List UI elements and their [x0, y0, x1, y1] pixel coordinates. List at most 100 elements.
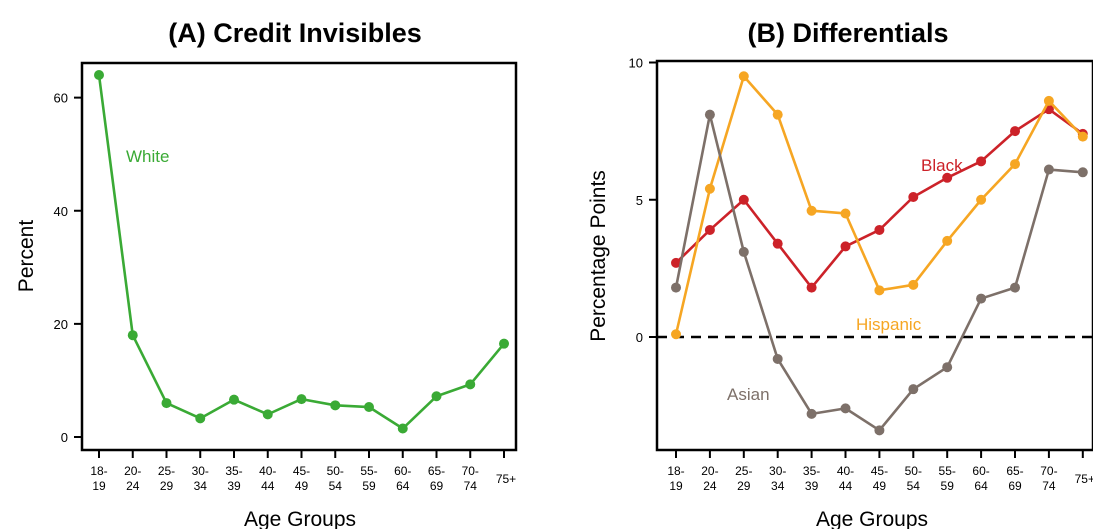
data-point-white — [262, 409, 273, 420]
data-point-white — [127, 330, 138, 341]
data-point-black — [806, 282, 817, 293]
panel-b: (B) Differentials Age Groups Percentage … — [587, 18, 1093, 529]
data-point-hispanic — [1043, 95, 1054, 106]
data-point-hispanic — [738, 71, 749, 82]
x-tick-label: 30-34 — [769, 464, 786, 493]
x-tick-label: 18-19 — [90, 464, 107, 493]
x-tick-label: 60-64 — [972, 464, 989, 493]
data-point-white — [397, 423, 408, 434]
panel-b-title: (B) Differentials — [747, 18, 948, 48]
panel-b-y-axis: 0 5 10 — [629, 56, 657, 345]
y-tick-label: 0 — [636, 330, 643, 345]
x-tick-label: 25-29 — [735, 464, 752, 493]
data-point-asian — [1043, 164, 1054, 175]
x-tick-label: 50-54 — [905, 464, 922, 493]
x-tick-label: 45-49 — [871, 464, 888, 493]
data-point-white — [499, 338, 509, 349]
data-point-white — [195, 413, 206, 424]
y-tick-label: 20 — [54, 317, 68, 332]
x-tick-label: 50-54 — [327, 464, 344, 493]
x-tick-label: 70-74 — [462, 464, 479, 493]
data-point-black — [840, 241, 851, 252]
data-point-hispanic — [1010, 159, 1020, 170]
data-point-hispanic — [840, 208, 851, 219]
data-point-white — [330, 400, 341, 411]
panel-a-y-axis: 0 20 40 60 — [54, 91, 82, 445]
data-point-asian — [1077, 167, 1088, 178]
data-point-black — [738, 194, 749, 205]
x-tick-label: 65-69 — [1006, 464, 1023, 493]
data-point-black — [942, 172, 953, 183]
x-tick-label: 40-44 — [259, 464, 276, 493]
panel-a-frame — [80, 61, 518, 452]
data-point-white — [94, 70, 104, 80]
panel-a-xlabel: Age Groups — [244, 508, 356, 529]
x-tick-label: 65-69 — [428, 464, 445, 493]
x-tick-label: 18-19 — [667, 464, 684, 493]
series-label-hispanic: Hispanic — [856, 315, 922, 334]
data-point-asian — [704, 109, 715, 120]
x-tick-label: 30-34 — [192, 464, 209, 493]
series-label-asian: Asian — [727, 385, 770, 404]
y-tick-label: 5 — [636, 193, 643, 208]
data-point-hispanic — [772, 109, 783, 120]
data-point-asian — [806, 408, 817, 419]
series-label-white: White — [126, 147, 169, 166]
x-tick-label: 45-49 — [293, 464, 310, 493]
data-point-hispanic — [908, 279, 919, 290]
panel-b-ylabel: Percentage Points — [587, 170, 610, 342]
data-point-white — [161, 398, 172, 409]
data-point-asian — [772, 353, 783, 364]
x-tick-label: 55-59 — [939, 464, 956, 493]
x-tick-label: 20-24 — [124, 464, 141, 493]
x-tick-label: 35-39 — [225, 464, 242, 493]
y-tick-label: 60 — [54, 91, 68, 106]
data-point-hispanic — [671, 329, 681, 340]
data-point-hispanic — [1077, 131, 1088, 142]
data-point-hispanic — [942, 235, 953, 246]
x-tick-label: 75+ — [1075, 472, 1093, 486]
panel-a-plot-area — [94, 70, 509, 434]
x-tick-label: 25-29 — [158, 464, 175, 493]
panel-b-x-axis: 18-19 20-24 25-29 30-34 35-39 40-44 45-49 50-54… — [667, 450, 1093, 493]
data-point-hispanic — [806, 205, 817, 216]
panel-a-ylabel: Percent — [15, 220, 38, 293]
data-point-asian — [738, 246, 749, 257]
data-point-white — [431, 391, 442, 402]
data-point-white — [465, 379, 476, 390]
data-point-asian — [942, 362, 953, 373]
data-point-hispanic — [976, 194, 987, 205]
series-line-asian — [674, 113, 1083, 432]
data-point-white — [296, 394, 307, 405]
y-tick-label: 0 — [61, 430, 68, 445]
y-tick-label: 10 — [629, 56, 643, 71]
x-tick-label: 20-24 — [701, 464, 718, 493]
data-point-hispanic — [874, 285, 885, 296]
data-point-black — [908, 192, 919, 203]
x-tick-label: 55-59 — [360, 464, 377, 493]
series-line-white — [97, 74, 506, 430]
x-tick-label: 75+ — [496, 472, 516, 486]
data-point-asian — [874, 425, 885, 436]
data-point-white — [229, 394, 239, 405]
data-point-asian — [976, 293, 987, 304]
data-point-black — [772, 238, 783, 249]
data-point-hispanic — [704, 183, 715, 194]
panel-b-frame — [655, 59, 1093, 452]
data-point-asian — [1010, 282, 1020, 293]
panel-b-plot-area — [671, 71, 1088, 436]
panel-a-title: (A) Credit Invisibles — [168, 18, 422, 48]
panel-b-xlabel: Age Groups — [816, 508, 928, 529]
data-point-black — [976, 156, 987, 167]
data-point-black — [704, 224, 715, 235]
data-point-black — [671, 257, 681, 268]
y-tick-label: 40 — [54, 204, 68, 219]
data-point-black — [874, 224, 885, 235]
data-point-white — [364, 402, 374, 413]
x-tick-label: 60-64 — [394, 464, 411, 493]
data-point-black — [1010, 126, 1020, 137]
x-tick-label: 70-74 — [1040, 464, 1057, 493]
data-point-asian — [908, 384, 919, 395]
data-point-asian — [671, 282, 681, 293]
